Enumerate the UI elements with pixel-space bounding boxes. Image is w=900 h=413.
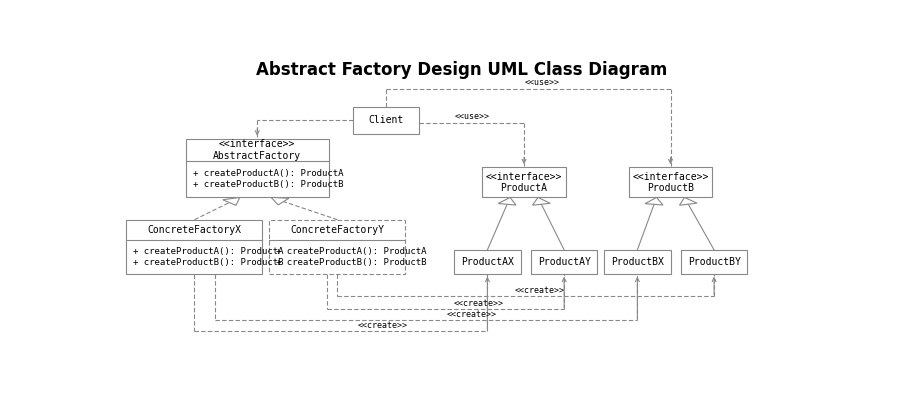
Text: + createProductA(): ProductA
+ createProductB(): ProductB: + createProductA(): ProductA + createPro…: [193, 169, 343, 189]
FancyBboxPatch shape: [628, 167, 713, 197]
Polygon shape: [271, 197, 289, 205]
Text: ConcreteFactoryX: ConcreteFactoryX: [148, 225, 241, 235]
Text: ProductBY: ProductBY: [688, 257, 741, 267]
Text: + createProductA(): ProductA
+ createProductB(): ProductB: + createProductA(): ProductA + createPro…: [133, 247, 284, 267]
Text: ProductAY: ProductAY: [537, 257, 590, 267]
FancyBboxPatch shape: [454, 250, 520, 274]
Text: ConcreteFactoryY: ConcreteFactoryY: [291, 225, 384, 235]
Text: <<use>>: <<use>>: [525, 78, 560, 87]
Text: <<create>>: <<create>>: [446, 310, 497, 319]
FancyBboxPatch shape: [482, 167, 566, 197]
Text: <<create>>: <<create>>: [515, 286, 564, 295]
Polygon shape: [222, 197, 239, 205]
FancyBboxPatch shape: [681, 250, 747, 274]
Text: + createProductA(): ProductA
+ createProductB(): ProductB: + createProductA(): ProductA + createPro…: [276, 247, 427, 267]
FancyBboxPatch shape: [185, 139, 328, 197]
Text: Client: Client: [369, 115, 404, 125]
Text: Abstract Factory Design UML Class Diagram: Abstract Factory Design UML Class Diagra…: [256, 61, 667, 79]
FancyBboxPatch shape: [126, 220, 263, 274]
Polygon shape: [533, 197, 550, 205]
Text: ProductAX: ProductAX: [461, 257, 514, 267]
Text: <<interface>>
AbstractFactory: <<interface>> AbstractFactory: [213, 139, 302, 161]
Text: <<interface>>
ProductA: <<interface>> ProductA: [486, 171, 562, 193]
FancyBboxPatch shape: [531, 250, 598, 274]
Text: <<create>>: <<create>>: [454, 299, 504, 308]
FancyBboxPatch shape: [269, 220, 406, 274]
Polygon shape: [499, 197, 516, 205]
Text: <<use>>: <<use>>: [454, 112, 490, 121]
FancyBboxPatch shape: [604, 250, 670, 274]
FancyBboxPatch shape: [353, 107, 419, 134]
Text: <<interface>>
ProductB: <<interface>> ProductB: [633, 171, 708, 193]
Polygon shape: [645, 197, 663, 205]
Polygon shape: [680, 197, 698, 205]
Text: ProductBX: ProductBX: [611, 257, 664, 267]
Text: <<create>>: <<create>>: [358, 321, 408, 330]
